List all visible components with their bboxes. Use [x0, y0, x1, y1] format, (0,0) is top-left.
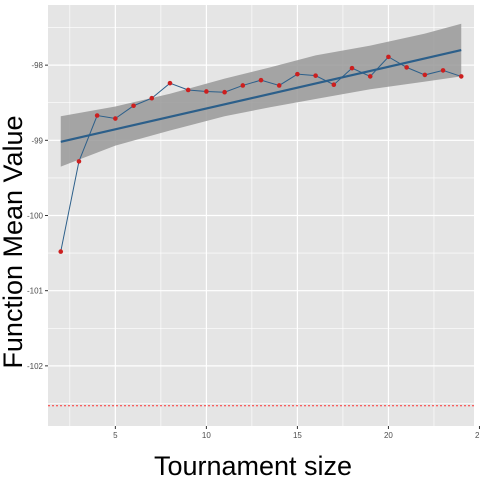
trend-line	[60, 49, 462, 143]
data-point	[276, 83, 282, 88]
x-tick-label: 10	[202, 431, 211, 440]
x-tick-label: 20	[384, 431, 393, 440]
data-point	[58, 249, 64, 254]
data-point	[440, 68, 446, 73]
y-axis-ticks: -98 -99 -100 -101 -102	[27, 61, 48, 371]
data-point	[240, 83, 246, 88]
data-point	[258, 77, 264, 83]
data-point	[349, 65, 355, 71]
data-point	[149, 95, 155, 101]
x-tick-label: 15	[293, 431, 302, 440]
data-point	[404, 65, 409, 70]
data-point	[313, 73, 318, 78]
data-point	[76, 159, 82, 164]
y-tick-label: -100	[27, 212, 44, 221]
data-point	[331, 82, 337, 87]
data-point	[94, 113, 100, 118]
data-point	[386, 54, 391, 60]
x-axis-title: Tournament size	[154, 451, 352, 480]
y-tick-label: -101	[27, 287, 44, 296]
major-gridlines	[48, 5, 474, 426]
y-tick-label: -98	[31, 61, 43, 70]
data-point	[367, 74, 373, 79]
data-point	[422, 72, 428, 78]
x-tick-label: 5	[113, 431, 118, 440]
data-point	[113, 116, 118, 121]
data-point	[295, 71, 300, 77]
x-tick-label: 25	[475, 431, 480, 440]
data-point	[185, 87, 191, 93]
data-point	[222, 89, 227, 95]
points-layer	[58, 54, 464, 254]
y-tick-label: -99	[31, 136, 43, 145]
data-point	[458, 74, 464, 79]
y-axis-title: Function Mean Value	[0, 115, 28, 368]
y-tick-label: -102	[27, 362, 44, 371]
data-point	[204, 89, 209, 94]
data-point	[167, 80, 173, 86]
data-point	[131, 103, 136, 109]
trend-layer	[60, 49, 462, 143]
x-axis-ticks: 5 10 15 20 25	[113, 426, 480, 440]
